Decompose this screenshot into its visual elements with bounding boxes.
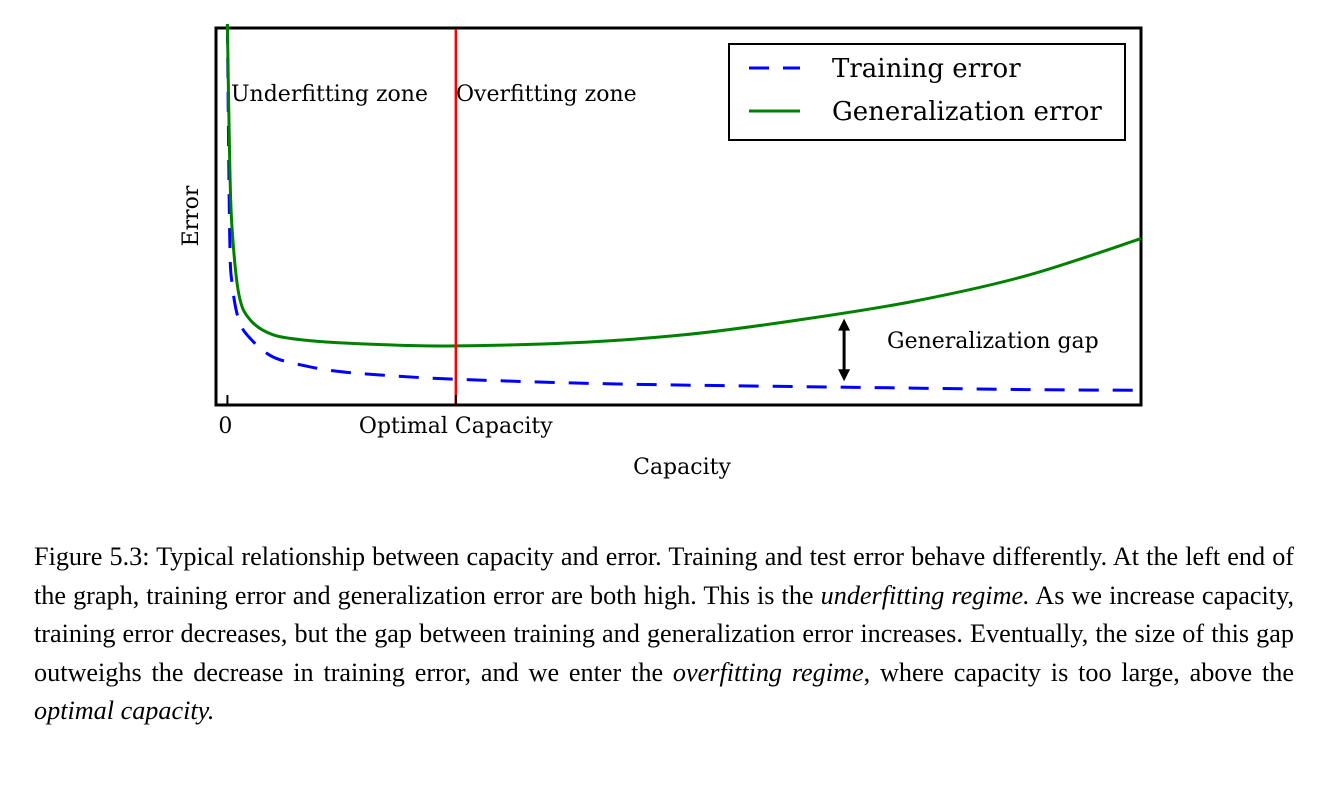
chart: Underfitting zone Overfitting zone Gener…	[179, 23, 1143, 480]
caption-label: Figure 5.3:	[34, 542, 150, 571]
generalization-gap-label: Generalization gap	[887, 329, 1099, 354]
generalization-gap-arrow	[838, 318, 851, 382]
caption-emphasis-underfitting: underfitting regime.	[820, 580, 1030, 610]
legend-label-training: Training error	[832, 54, 1021, 84]
generalization-error-line	[225, 23, 1142, 348]
x-tick-label-optimal: Optimal Capacity	[359, 414, 553, 439]
caption-emphasis-optimal: optimal capacity.	[34, 696, 215, 726]
underfitting-zone-label: Underfitting zone	[231, 82, 428, 107]
caption-text-2: As we increase capacity, training error …	[34, 580, 1295, 687]
plot-frame	[214, 26, 1143, 407]
caption-emphasis-overfitting: overfitting regime	[672, 657, 864, 687]
legend: Training error Generalization error	[728, 43, 1126, 141]
training-error-line	[225, 23, 1142, 392]
legend-box	[728, 43, 1126, 141]
caption-text-3: , where capacity is too large, above the	[863, 657, 1294, 687]
overfitting-zone-label: Overfitting zone	[456, 82, 637, 107]
x-tick-label-zero: 0	[218, 414, 232, 439]
y-axis-label: Error	[179, 185, 204, 246]
caption-text-1: Typical relationship between capacity an…	[34, 542, 1295, 610]
figure-caption: Figure 5.3: Typical relationship between…	[34, 538, 1294, 731]
legend-label-generalization: Generalization error	[832, 97, 1102, 127]
x-axis-label: Capacity	[633, 455, 731, 480]
